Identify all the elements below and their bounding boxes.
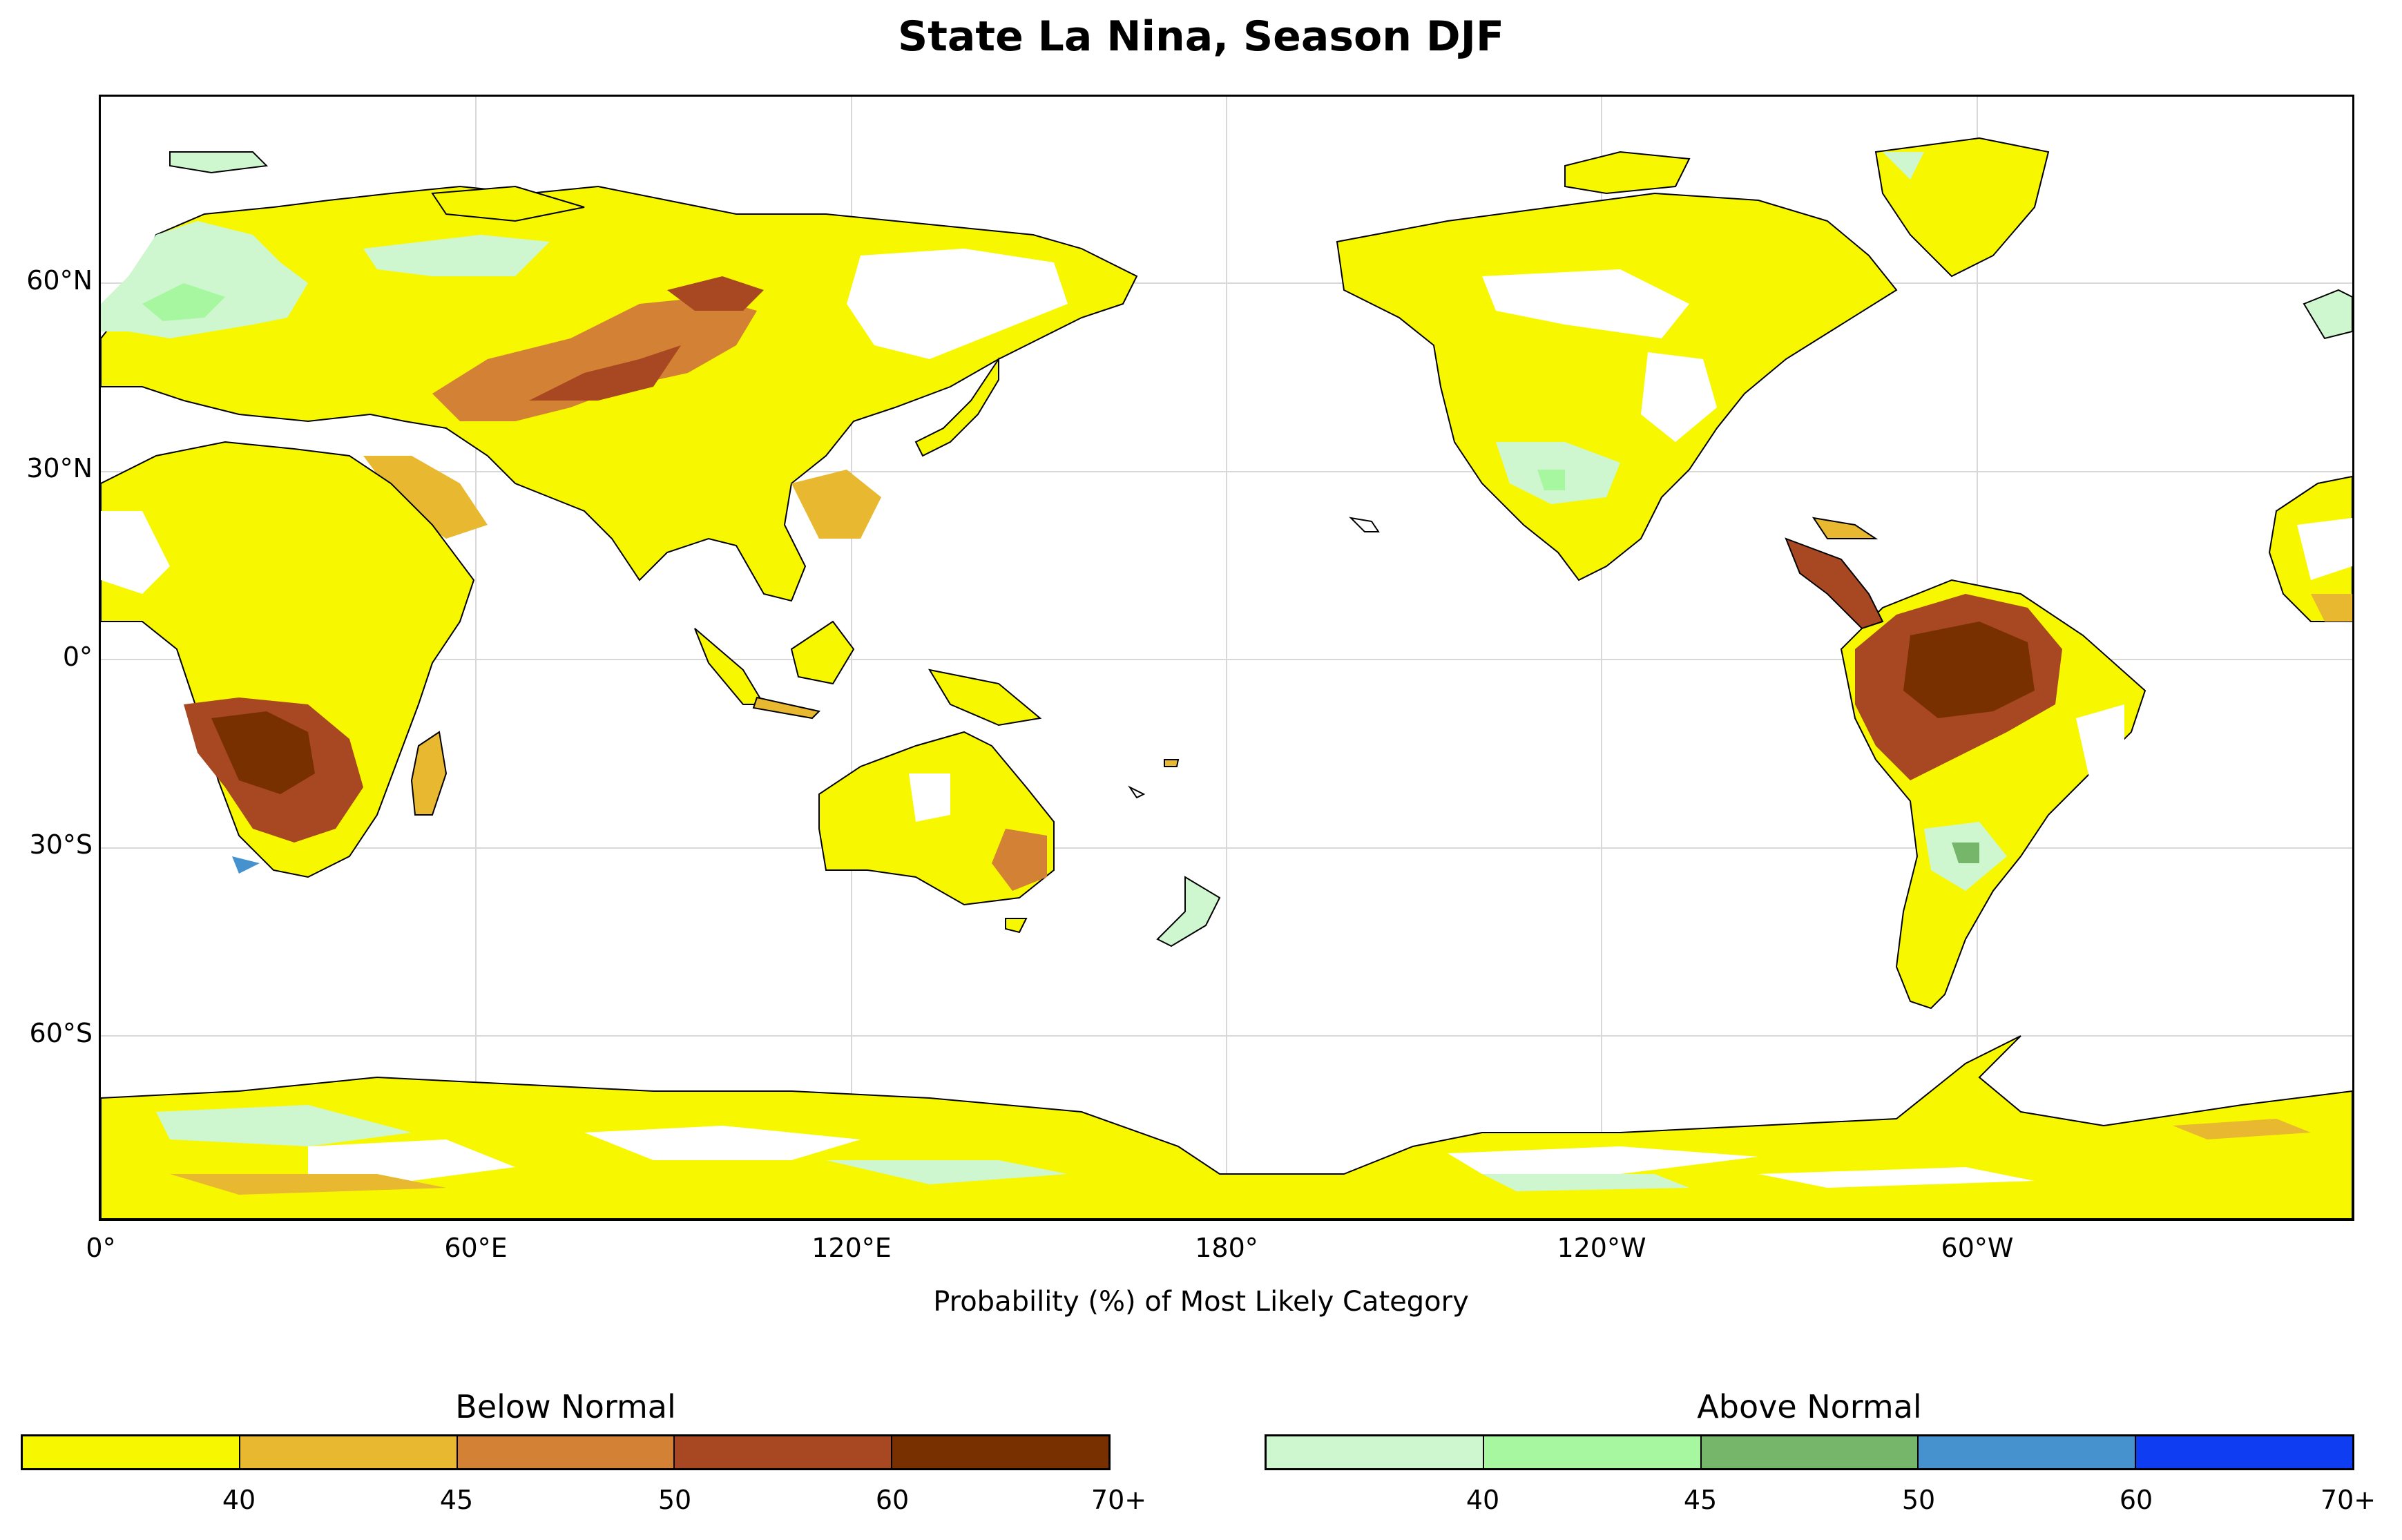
- colorbar-above-tick: 40: [1466, 1485, 1500, 1515]
- colorbar-below: [21, 1434, 1111, 1470]
- new-guinea: [928, 668, 1042, 726]
- colorbar-above-bin-2: [1483, 1436, 1702, 1468]
- colorbar-above-tick: 45: [1683, 1485, 1718, 1515]
- world-map: [101, 97, 2352, 1219]
- madagascar: [410, 731, 448, 816]
- colorbar-below-tick: 40: [222, 1485, 256, 1515]
- colorbar-above-bin-4: [1919, 1436, 2137, 1468]
- colorbar-below-bin-5: [892, 1436, 1108, 1468]
- new-zealand: [1156, 876, 1221, 947]
- lon-label-120e: 120°E: [811, 1233, 892, 1263]
- cuba: [1812, 517, 1879, 539]
- colorbar-above-tick: 70+: [2320, 1485, 2376, 1515]
- lon-label-180: 180°: [1195, 1233, 1258, 1263]
- lon-label-0: 0°: [86, 1233, 116, 1263]
- lat-label-0: 0°: [62, 642, 93, 672]
- lat-label-30s: 30°S: [29, 829, 93, 860]
- colorbar-below-tick: 70+: [1090, 1485, 1147, 1515]
- lon-label-60w: 60°W: [1941, 1233, 2014, 1263]
- colorbar-below-bin-1: [23, 1436, 240, 1468]
- lon-label-60e: 60°E: [444, 1233, 508, 1263]
- lat-label-30n: 30°N: [26, 453, 93, 483]
- colorbar-above-tick: 60: [2119, 1485, 2153, 1515]
- colorbar-below-bin-3: [457, 1436, 675, 1468]
- map-panel: [99, 95, 2354, 1221]
- central-asia-below-normal: [432, 297, 757, 421]
- africa-landmass: [101, 441, 475, 878]
- x-axis-label: Probability (%) of Most Likely Category: [933, 1286, 1469, 1318]
- colorbar-above: [1265, 1434, 2354, 1470]
- colorbar-above-bin-1: [1267, 1436, 1484, 1468]
- colorbar-below-tick: 45: [439, 1485, 474, 1515]
- colorbar-above-bin-3: [1701, 1436, 1919, 1468]
- greenland: [1874, 137, 2050, 278]
- borneo: [790, 620, 855, 685]
- lat-label-60n: 60°N: [26, 265, 93, 296]
- japan: [914, 356, 999, 457]
- lat-label-60s: 60°S: [29, 1018, 93, 1048]
- colorbar-below-tick: 50: [657, 1485, 692, 1515]
- colorbar-above-tick: 50: [1901, 1485, 1936, 1515]
- colorbar-above-title: Above Normal: [1697, 1388, 1922, 1425]
- tasmania: [1005, 918, 1028, 934]
- hawaii: [1349, 517, 1380, 532]
- colorbar-below-bin-4: [675, 1436, 893, 1468]
- colorbar-below-bin-2: [240, 1436, 458, 1468]
- colorbar-above-bin-5: [2136, 1436, 2352, 1468]
- colorbar-below-tick: 60: [875, 1485, 910, 1515]
- central-america: [1785, 537, 1884, 630]
- map-title: State La Nina, Season DJF: [898, 12, 1504, 61]
- java: [752, 696, 820, 720]
- sumatra: [694, 628, 765, 705]
- north-america-landmass: [1336, 192, 1898, 581]
- lon-label-120w: 120°W: [1557, 1233, 1646, 1263]
- colorbar-below-title: Below Normal: [455, 1388, 676, 1425]
